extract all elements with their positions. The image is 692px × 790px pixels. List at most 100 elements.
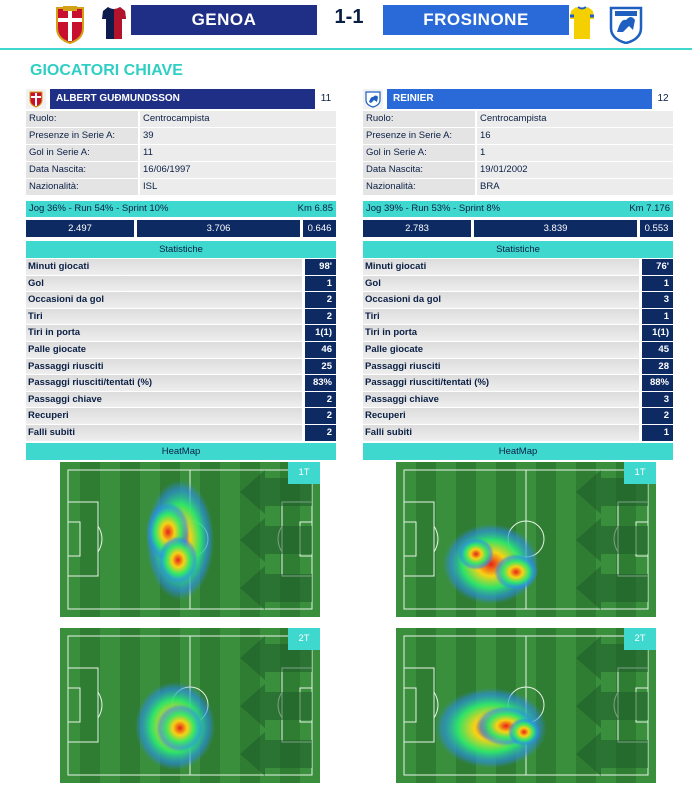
- info-value: 39: [140, 128, 336, 144]
- running-km: Km 7.176: [629, 203, 670, 214]
- stat-value: 1(1): [642, 325, 673, 341]
- heatmap-title: HeatMap: [363, 442, 673, 460]
- stat-label: Passaggi riusciti/tentati (%): [26, 375, 302, 391]
- info-value: 1: [477, 145, 673, 161]
- stat-value: 88%: [642, 375, 673, 391]
- stat-label: Tiri in porta: [363, 325, 639, 341]
- attack-direction-arrow: [576, 684, 648, 728]
- info-row: Data Nascita: 19/01/2002: [363, 162, 673, 178]
- attack-direction-arrow: [240, 566, 312, 610]
- info-row: Ruolo: Centrocampista: [363, 111, 673, 127]
- stat-label: Recuperi: [363, 408, 639, 424]
- stat-value: 1: [642, 275, 673, 292]
- stat-value: 2: [305, 424, 336, 441]
- info-row: Presenze in Serie A: 39: [26, 128, 336, 144]
- info-label: Presenze in Serie A:: [363, 128, 475, 144]
- stat-label: Gol: [26, 275, 302, 292]
- stat-value: 45: [642, 341, 673, 358]
- pitch-stripe: [120, 462, 140, 617]
- genoa-kit-icon: [102, 7, 126, 39]
- pitch-stripe: [416, 462, 436, 617]
- running-km: Km 6.85: [297, 203, 333, 214]
- heatmap-home-second-half: 2T: [60, 628, 320, 783]
- pitch-stripe: [80, 628, 100, 783]
- info-row: Gol in Serie A: 11: [26, 145, 336, 161]
- stats-list: Minuti giocati 98' Gol 1 Occasioni da gol 2…: [26, 259, 336, 441]
- info-label: Presenze in Serie A:: [26, 128, 138, 144]
- pitch-heatmap-image: [396, 462, 656, 617]
- info-value: ISL: [140, 179, 336, 195]
- stat-label: Passaggi riusciti: [26, 358, 302, 375]
- info-value: BRA: [477, 179, 673, 195]
- heatmap-title: HeatMap: [26, 442, 336, 460]
- heat-blob: [494, 554, 538, 590]
- heatmap-away-second-half: 2T: [396, 628, 656, 783]
- stat-row: Occasioni da gol 3: [363, 292, 673, 308]
- stat-value: 3: [642, 292, 673, 308]
- pitch-stripe: [60, 628, 80, 783]
- heatmap-away-first-half: 1T: [396, 462, 656, 617]
- left-goal-area: [67, 687, 81, 723]
- stats-title: Statistiche: [26, 241, 336, 258]
- stat-label: Palle giocate: [363, 341, 639, 358]
- player-info: Ruolo: Centrocampista Presenze in Serie A…: [26, 111, 336, 195]
- stat-value: 46: [305, 341, 336, 358]
- half-badge: 2T: [288, 628, 320, 650]
- stat-row: Palle giocate 45: [363, 341, 673, 358]
- genoa-crest-icon: [56, 6, 84, 44]
- left-goal-area: [67, 521, 81, 557]
- stat-value: 2: [305, 292, 336, 308]
- stat-row: Passaggi riusciti 28: [363, 358, 673, 375]
- pitch-stripe: [556, 628, 576, 783]
- info-label: Data Nascita:: [26, 162, 138, 178]
- info-label: Data Nascita:: [363, 162, 475, 178]
- info-value: Centrocampista: [140, 111, 336, 127]
- stat-row: Palle giocate 46: [26, 341, 336, 358]
- stat-label: Passaggi chiave: [363, 391, 639, 408]
- stat-label: Gol: [363, 275, 639, 292]
- stat-row: Falli subiti 2: [26, 424, 336, 441]
- away-team-name: FROSINONE: [383, 5, 569, 35]
- stat-row: Tiri in porta 1(1): [363, 325, 673, 341]
- stat-value: 2: [642, 408, 673, 424]
- pitch-stripe: [536, 462, 556, 617]
- player-number: 12: [657, 93, 669, 104]
- info-label: Nazionalità:: [26, 179, 138, 195]
- player-number: 11: [320, 93, 332, 104]
- pitch-heatmap-image: [396, 628, 656, 783]
- player-panel-away: REINIER 12 Ruolo: Centrocampista Presenze…: [363, 89, 673, 460]
- stat-row: Tiri 1: [363, 308, 673, 325]
- stat-value: 76': [642, 259, 673, 275]
- stat-row: Falli subiti 1: [363, 424, 673, 441]
- stat-value: 1: [642, 308, 673, 325]
- sprint-km: 0.553: [640, 220, 673, 237]
- stat-value: 1: [642, 424, 673, 441]
- sprint-km: 0.646: [303, 220, 336, 237]
- pitch-heatmap-image: [60, 628, 320, 783]
- heat-blob: [156, 704, 204, 752]
- stat-value: 1: [305, 275, 336, 292]
- running-percentages: Jog 39% - Run 53% - Sprint 8%: [366, 203, 501, 214]
- heat-blob: [458, 538, 494, 570]
- attack-direction-arrow: [576, 518, 648, 562]
- running-breakdown: Jog 39% - Run 53% - Sprint 8% Km 7.176: [363, 201, 673, 217]
- stat-label: Occasioni da gol: [26, 292, 302, 308]
- heat-blob: [508, 718, 540, 746]
- half-badge: 1T: [624, 462, 656, 484]
- stat-value: 2: [305, 408, 336, 424]
- stat-label: Falli subiti: [363, 424, 639, 441]
- info-row: Gol in Serie A: 1: [363, 145, 673, 161]
- heatmap-home-first-half: 1T: [60, 462, 320, 617]
- left-penalty-arc: [433, 525, 439, 553]
- stat-row: Minuti giocati 76': [363, 259, 673, 275]
- info-label: Ruolo:: [26, 111, 138, 127]
- stat-label: Tiri: [26, 308, 302, 325]
- stat-row: Tiri 2: [26, 308, 336, 325]
- info-label: Gol in Serie A:: [363, 145, 475, 161]
- stat-value: 25: [305, 358, 336, 375]
- heat-blob: [158, 536, 198, 584]
- stat-row: Gol 1: [26, 275, 336, 292]
- info-label: Ruolo:: [363, 111, 475, 127]
- genoa-crest-icon: [26, 89, 46, 109]
- stat-row: Passaggi riusciti/tentati (%) 88%: [363, 375, 673, 391]
